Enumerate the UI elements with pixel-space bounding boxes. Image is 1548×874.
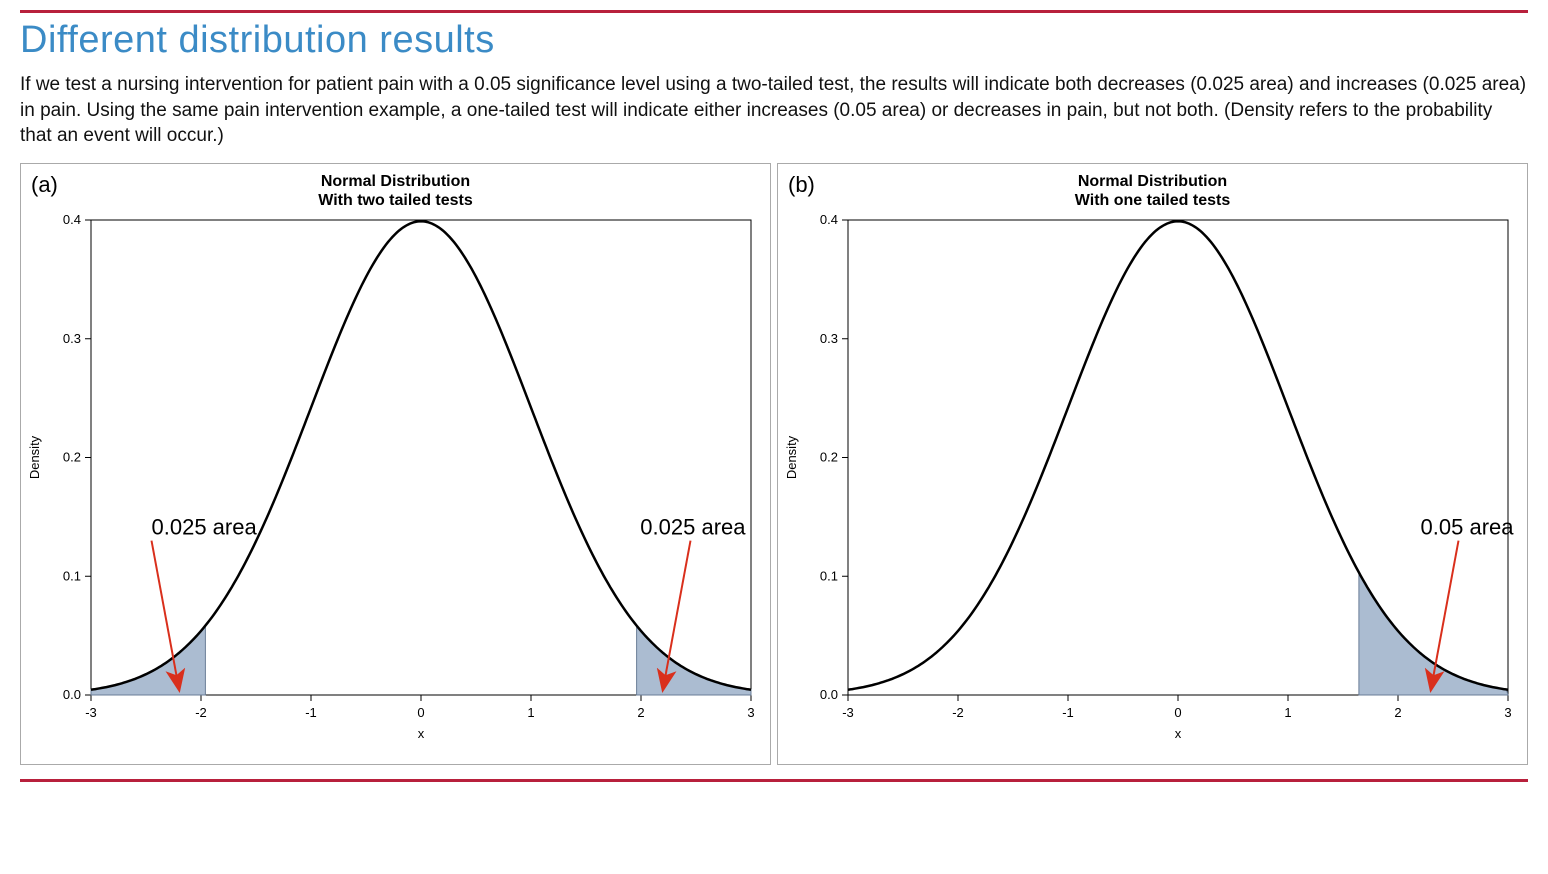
chart-b-title-line1: Normal Distribution — [778, 172, 1527, 191]
svg-text:0.0: 0.0 — [820, 687, 838, 702]
svg-text:2: 2 — [1394, 705, 1401, 720]
svg-text:-1: -1 — [305, 705, 317, 720]
svg-text:0.2: 0.2 — [820, 450, 838, 465]
svg-text:0.1: 0.1 — [63, 569, 81, 584]
svg-text:x: x — [418, 726, 425, 741]
svg-text:3: 3 — [1504, 705, 1511, 720]
svg-text:0.2: 0.2 — [63, 450, 81, 465]
bottom-rule — [20, 779, 1528, 782]
svg-text:-3: -3 — [842, 705, 854, 720]
svg-text:-2: -2 — [952, 705, 964, 720]
svg-text:0.1: 0.1 — [820, 569, 838, 584]
panel-label-b: (b) — [788, 172, 815, 198]
figure-container: Different distribution results If we tes… — [0, 0, 1548, 798]
chart-a-svg: -3 -2 -1 0 1 2 3 0.0 0.1 0.2 0.3 0.4 x Density 0.025 a… — [21, 210, 769, 750]
svg-text:0.3: 0.3 — [820, 331, 838, 346]
svg-text:0.05 area: 0.05 area — [1421, 515, 1515, 540]
svg-text:0.4: 0.4 — [63, 212, 81, 227]
svg-text:0.0: 0.0 — [63, 687, 81, 702]
svg-text:2: 2 — [637, 705, 644, 720]
chart-b-title: Normal Distribution With one tailed test… — [778, 164, 1527, 210]
svg-text:Density: Density — [784, 436, 799, 480]
top-rule — [20, 10, 1528, 13]
svg-text:x: x — [1175, 726, 1182, 741]
svg-text:0.4: 0.4 — [820, 212, 838, 227]
svg-text:0.025 area: 0.025 area — [152, 515, 258, 540]
chart-a-title: Normal Distribution With two tailed test… — [21, 164, 770, 210]
svg-text:-3: -3 — [85, 705, 97, 720]
svg-text:0: 0 — [417, 705, 424, 720]
figure-description: If we test a nursing intervention for pa… — [20, 72, 1528, 149]
chart-panel-b: (b) Normal Distribution With one tailed … — [777, 163, 1528, 765]
chart-b-title-line2: With one tailed tests — [778, 191, 1527, 210]
panel-label-a: (a) — [31, 172, 58, 198]
svg-text:Density: Density — [27, 436, 42, 480]
chart-panel-a: (a) Normal Distribution With two tailed … — [20, 163, 771, 765]
svg-text:0.025 area: 0.025 area — [640, 515, 746, 540]
figure-title: Different distribution results — [20, 19, 1528, 62]
svg-text:3: 3 — [747, 705, 754, 720]
chart-a-title-line2: With two tailed tests — [21, 191, 770, 210]
svg-text:1: 1 — [527, 705, 534, 720]
charts-row: (a) Normal Distribution With two tailed … — [20, 163, 1528, 765]
svg-text:0: 0 — [1174, 705, 1181, 720]
svg-text:-2: -2 — [195, 705, 207, 720]
chart-a-title-line1: Normal Distribution — [21, 172, 770, 191]
svg-text:1: 1 — [1284, 705, 1291, 720]
svg-text:-1: -1 — [1062, 705, 1074, 720]
svg-text:0.3: 0.3 — [63, 331, 81, 346]
chart-b-svg: -3 -2 -1 0 1 2 3 0.0 0.1 0.2 0.3 0.4 x Density 0.05 ar… — [778, 210, 1526, 750]
